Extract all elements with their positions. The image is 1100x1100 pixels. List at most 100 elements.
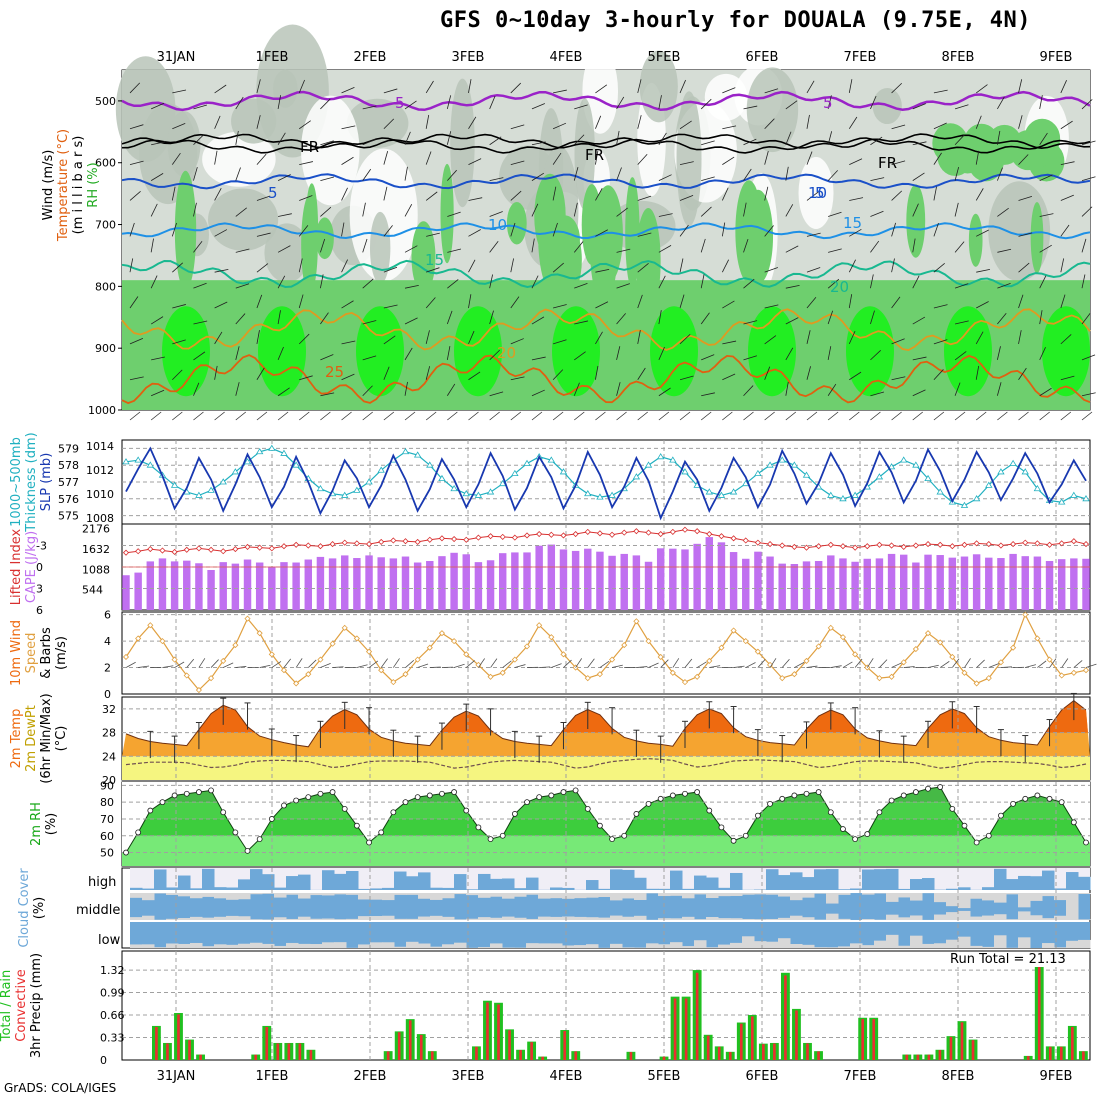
cloud-high-35 [550, 887, 563, 890]
thickness-point-44 [656, 453, 665, 460]
upper-wind-barb-7-15 [446, 346, 451, 360]
thickness-point-13 [280, 449, 288, 456]
upper-wind-barb-7-5 [235, 346, 240, 360]
temp-ytick-3: 20 [102, 774, 116, 787]
wind-point-11 [256, 630, 263, 637]
upper-contour-label-13: 5 [815, 184, 825, 202]
cloud-grey-top-1-39 [598, 893, 611, 897]
cape-bar-2 [146, 561, 155, 610]
upper-wind-barb-5-1 [150, 275, 158, 289]
rh2m-point-1 [135, 829, 142, 836]
upper-wind-barb-7-16 [468, 330, 475, 345]
temp-ytick-2: 24 [102, 750, 116, 763]
thickness-point-49 [717, 491, 726, 498]
upper-wind-barb-0-36 [891, 82, 903, 94]
cape-ytick-right-0: 2176 [82, 523, 110, 536]
upper-surface-barb-12 [383, 411, 395, 421]
rh2m-point-13 [281, 802, 287, 809]
cloud-grey-top-1-15 [310, 893, 323, 896]
upper-wind-barb-8-25 [658, 387, 671, 397]
cloud-grey-top-1-20 [370, 893, 383, 900]
rh2m-point-48 [706, 807, 713, 814]
rh2m-point-47 [694, 789, 701, 795]
li-point-63 [888, 542, 895, 549]
upper-wind-barb-8-16 [468, 371, 481, 381]
upper-wind-barb-1-35 [870, 136, 883, 146]
thickness-point-54 [778, 456, 786, 463]
upper-surface-barb-10 [341, 411, 352, 421]
rh2m-point-28 [463, 807, 470, 814]
upper-contour-label-0: 5 [395, 94, 405, 112]
upper-wind-barb-0-37 [912, 103, 926, 110]
rh2m-point-23 [402, 799, 409, 806]
upper-wind-barb-8-28 [722, 373, 736, 381]
upper-wind-barb-2-6 [256, 153, 267, 165]
precip-conv-bar-34 [530, 1042, 533, 1060]
li-point-15 [305, 542, 312, 549]
cloud-grey-2-66 [922, 943, 935, 948]
wind-point-68 [949, 653, 956, 661]
li-point-50 [730, 535, 737, 542]
li-point-10 [244, 543, 251, 550]
upper-wind-barb-4-45 [1081, 238, 1087, 253]
wind-point-51 [742, 638, 749, 645]
slp-ytick-left-0: 579 [58, 442, 79, 455]
upper-wind-barb-2-1 [150, 173, 164, 181]
cloud-grey-top-1-12 [274, 893, 287, 898]
upper-surface-barb-19 [531, 411, 543, 421]
wind-point-7 [207, 675, 215, 682]
wind-point-40 [609, 656, 616, 663]
rh2m-band-0 [122, 835, 1090, 866]
ylabel-wind-0: 10m Wind [9, 620, 24, 686]
cape-bar-47 [693, 543, 701, 610]
upper-wind-barb-1-7 [277, 132, 286, 145]
wind-ytick-3: 0 [104, 688, 111, 701]
wind-barb-5 [186, 658, 195, 668]
upper-wind-barb-3-26 [679, 194, 694, 201]
cloud-grey-1-31 [502, 916, 515, 920]
wind-ytick-1: 4 [104, 635, 111, 648]
cloud-high-48 [706, 877, 719, 890]
upper-wind-barb-8-14 [425, 366, 431, 380]
cloud-grey-1-28 [466, 918, 479, 920]
upper-wind-barb-3-41 [997, 207, 1009, 217]
upper-wind-barb-5-29 [743, 278, 755, 289]
wind-barb-71 [988, 663, 1000, 668]
upper-bright-core-0 [162, 306, 210, 397]
upper-wind-barb-0-15 [446, 95, 452, 110]
ylabel-slp-0: 1000~500mb [9, 437, 24, 527]
cape-bar-56 [802, 561, 811, 610]
cloud-grey-2-19 [358, 944, 371, 948]
upper-wind-barb-8-9 [320, 392, 335, 397]
upper-wind-barb-7-19 [531, 356, 546, 361]
upper-wind-barb-3-12 [383, 186, 388, 201]
ylabel-slp-2: SLP (mb) [39, 453, 54, 512]
cape-bar-73 [1009, 553, 1017, 610]
cloud-grey-top-1-63 [886, 893, 899, 902]
upper-wind-barb-6-18 [510, 296, 520, 309]
cloud-grey-1-19 [358, 916, 371, 920]
wind-point-14 [293, 680, 300, 687]
cloud-high-18 [346, 870, 359, 890]
ylabel-temp-0: 2m Temp [9, 709, 24, 769]
rh2m-point-75 [1034, 792, 1041, 799]
upper-surface-barb-40 [975, 411, 987, 421]
wind-point-22 [390, 679, 397, 686]
cloud-grey-1-48 [706, 917, 719, 920]
wind-point-3 [159, 638, 166, 645]
thickness-point-75 [1033, 484, 1042, 492]
rh2m-point-33 [524, 799, 530, 806]
upper-wind-barb-1-14 [425, 114, 430, 129]
thickness-point-31 [499, 479, 507, 487]
upper-wind-barb-0-4 [214, 84, 227, 94]
rh2m-point-31 [499, 832, 506, 839]
ylabel-wind-1: Speed [24, 633, 39, 674]
cloud-grey-top-1-25 [430, 893, 443, 900]
upper-wind-barb-2-26 [679, 161, 694, 166]
li-point-22 [390, 537, 397, 544]
upper-contour-label-3: FR [878, 154, 897, 172]
upper-wind-barb-2-36 [891, 160, 906, 166]
upper-wind-barb-4-42 [1018, 232, 1033, 237]
cloud-grey-top-1-45 [670, 893, 683, 896]
cloud-grey-2-69 [958, 936, 971, 948]
